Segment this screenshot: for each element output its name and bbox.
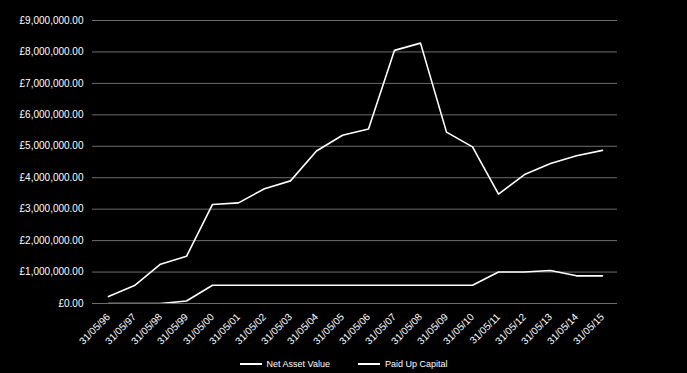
svg-text:31/05/05: 31/05/05: [310, 311, 347, 347]
html-text:Paid Up Capital: Paid Up Capital: [384, 359, 448, 369]
svg-text:£5,000,000.00: £5,000,000.00: [20, 140, 84, 151]
svg-text:£3,000,000.00: £3,000,000.00: [20, 203, 84, 214]
svg-text:31/05/96: 31/05/96: [76, 311, 113, 347]
svg-text:31/05/15: 31/05/15: [571, 311, 607, 347]
svg-text:31/05/11: 31/05/11: [467, 311, 503, 346]
svg-text:31/05/03: 31/05/03: [258, 311, 295, 347]
html-text:Net Asset Value: Net Asset Value: [266, 359, 330, 369]
svg-text:31/05/06: 31/05/06: [336, 311, 373, 347]
svg-text:£6,000,000.00: £6,000,000.00: [20, 109, 84, 120]
svg-text:31/05/04: 31/05/04: [284, 311, 321, 347]
svg-text:31/05/02: 31/05/02: [232, 311, 269, 347]
svg-text:31/05/09: 31/05/09: [414, 311, 451, 347]
svg-text:31/05/10: 31/05/10: [440, 311, 477, 347]
svg-text:31/05/01: 31/05/01: [206, 311, 243, 347]
svg-text:£8,000,000.00: £8,000,000.00: [20, 46, 84, 57]
svg-text:£1,000,000.00: £1,000,000.00: [20, 266, 84, 277]
svg-text:31/05/07: 31/05/07: [362, 311, 399, 347]
svg-text:31/05/99: 31/05/99: [154, 311, 191, 347]
svg-text:31/05/97: 31/05/97: [102, 311, 139, 347]
svg-text:31/05/14: 31/05/14: [544, 311, 581, 347]
svg-text:31/05/98: 31/05/98: [128, 311, 165, 347]
svg-text:£4,000,000.00: £4,000,000.00: [20, 172, 84, 183]
svg-text:£7,000,000.00: £7,000,000.00: [20, 78, 84, 89]
svg-text:31/05/00: 31/05/00: [180, 311, 217, 347]
svg-text:£2,000,000.00: £2,000,000.00: [20, 235, 84, 246]
svg-text:£0.00: £0.00: [58, 298, 83, 309]
svg-text:31/05/12: 31/05/12: [492, 311, 529, 347]
svg-text:31/05/08: 31/05/08: [388, 311, 425, 347]
svg-text:31/05/13: 31/05/13: [518, 311, 555, 347]
svg-text:£9,000,000.00: £9,000,000.00: [20, 15, 84, 26]
